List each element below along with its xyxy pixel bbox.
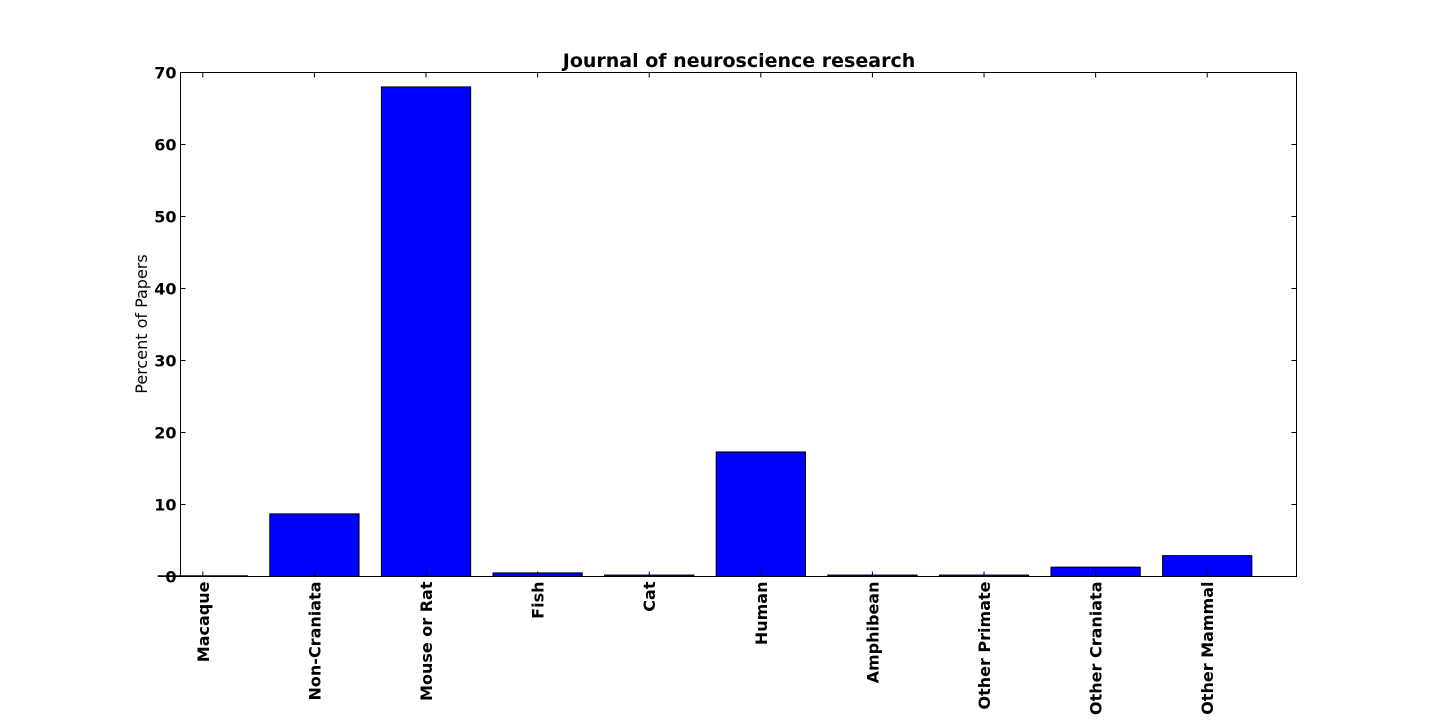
ticks-layer: Macaque Non-Craniata Mouse or Rat Fish Cat Hu… <box>154 64 1297 716</box>
y-tick-label: 30 <box>154 352 176 371</box>
x-tick-label: Macaque <box>194 581 213 662</box>
y-tick-label: 40 <box>154 280 176 299</box>
y-axis-label: Percent of Papers <box>132 254 151 393</box>
x-tick-label: Non-Craniata <box>305 582 324 701</box>
y-tick-label: 20 <box>154 424 176 443</box>
x-tick-label: Amphibean <box>863 582 882 684</box>
x-tick-label: Other Primate <box>975 581 994 709</box>
x-tick-label: Fish <box>529 582 548 619</box>
x-tick-label: Mouse or Rat <box>417 581 436 701</box>
bar-mouse-or-rat <box>380 86 472 578</box>
y-tick-label: 50 <box>154 208 176 227</box>
x-tick-label: Other Craniata <box>1087 582 1106 716</box>
plot-frame <box>180 72 1297 577</box>
x-tick-label: Cat <box>640 581 659 612</box>
y-tick-label: 60 <box>154 136 176 155</box>
y-tick-label: 0 <box>165 568 176 587</box>
y-tick-label: 10 <box>154 496 176 515</box>
x-tick-label: Other Mammal <box>1198 582 1217 715</box>
bars-layer <box>157 86 1253 578</box>
chart-title: Journal of neuroscience research <box>561 50 915 72</box>
bar-human <box>715 451 806 577</box>
x-tick-label: Human <box>752 582 771 646</box>
y-tick-label: 70 <box>154 64 176 83</box>
bar-non-craniata <box>269 513 360 577</box>
